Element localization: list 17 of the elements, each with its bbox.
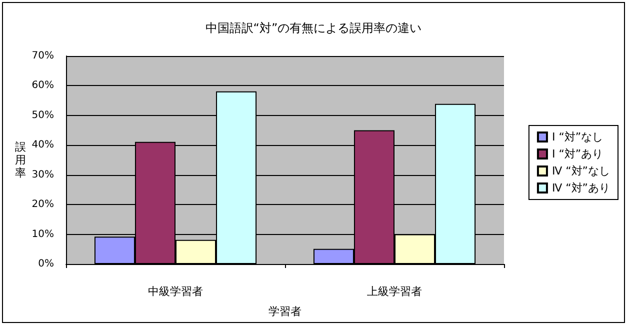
y-tick-label: 40%	[32, 140, 54, 151]
y-tick-label: 0%	[38, 258, 54, 270]
legend-label: Ⅳ “対”あり	[552, 182, 610, 194]
y-tick-label: 60%	[32, 80, 54, 92]
legend-label: Ⅳ “対”なし	[552, 164, 610, 178]
legend-label: Ⅰ “対”あり	[552, 148, 604, 160]
y-tick-label: 30%	[32, 169, 54, 180]
x-tick-label: 上級学習者	[367, 285, 422, 298]
y-tick-label: 70%	[32, 50, 54, 62]
legend-label: Ⅰ “対”なし	[552, 130, 604, 144]
chart-title: 中国語訳“対”の有無による誤用率の違い	[205, 21, 422, 35]
x-axis-title: 学習者	[268, 305, 302, 318]
y-tick-label: 10%	[32, 228, 54, 240]
y-axis-title: 誤用率	[14, 140, 26, 180]
y-tick-label: 50%	[32, 110, 54, 121]
x-tick-label: 中級学習者	[148, 285, 203, 298]
y-tick-label: 20%	[32, 199, 54, 210]
